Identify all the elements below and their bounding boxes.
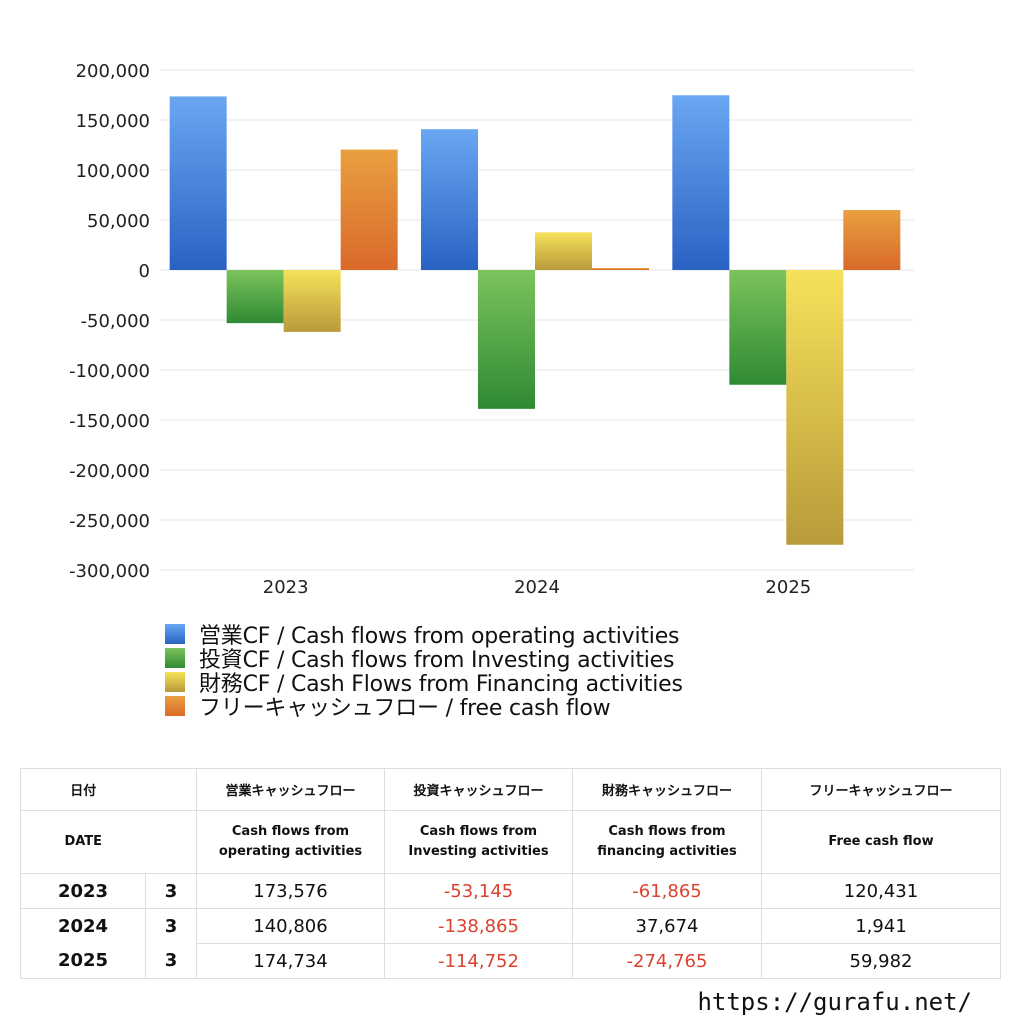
cash-flow-table: 日付 営業キャッシュフロー 投資キャッシュフロー 財務キャッシュフロー フリーキ… [20, 768, 1001, 979]
y-tick-label: -100,000 [69, 361, 150, 382]
y-tick-label: -50,000 [81, 311, 150, 332]
bar-2024-series-3 [535, 232, 592, 270]
row-free: 1,941 [761, 908, 1001, 944]
y-tick-label: 100,000 [76, 161, 150, 182]
row-month: 3 [145, 943, 197, 979]
header-financing-jp: 財務キャッシュフロー [572, 768, 762, 811]
y-tick-label: -250,000 [69, 511, 150, 532]
table-row: 2025 3 174,734 -114,752 -274,765 59,982 [20, 943, 1001, 979]
y-tick-label: 150,000 [76, 111, 150, 132]
row-year: 2023 [20, 873, 146, 909]
x-tick-label: 2023 [263, 577, 309, 598]
y-tick-label: 0 [139, 261, 150, 282]
header-financing-en-line2: financing activities [597, 844, 737, 859]
table-row: 2023 3 173,576 -53,145 -61,865 120,431 [20, 873, 1001, 909]
row-financing: -61,865 [572, 873, 762, 909]
legend-item-investing: 投資CF / Cash flows from Investing activit… [165, 646, 683, 673]
row-year: 2024 [20, 908, 146, 944]
chart-canvas: 200,000 150,000 100,000 50,000 0 -50,000 -100,… [69, 61, 914, 598]
legend-item-free: フリーキャッシュフロー / free cash flow [165, 694, 683, 721]
row-financing: 37,674 [572, 908, 762, 944]
y-tick-label: -150,000 [69, 411, 150, 432]
y-tick-label: 200,000 [76, 61, 150, 82]
bar-2024-series-4 [592, 268, 649, 270]
header-investing-jp: 投資キャッシュフロー [384, 768, 573, 811]
legend-item-operating: 営業CF / Cash flows from operating activit… [165, 622, 683, 649]
y-tick-label: -200,000 [69, 461, 150, 482]
legend-label-operating: 営業CF / Cash flows from operating activit… [199, 624, 680, 649]
row-operating: 173,576 [196, 873, 385, 909]
header-operating-jp: 営業キャッシュフロー [196, 768, 385, 811]
site-url[interactable]: https://gurafu.net/ [697, 988, 972, 1016]
row-month: 3 [145, 908, 197, 944]
header-free-en: Free cash flow [761, 810, 1001, 874]
x-tick-label: 2024 [514, 577, 560, 598]
legend-swatch-financing [165, 672, 185, 692]
x-tick-label: 2025 [765, 577, 811, 598]
chart-legend: 営業CF / Cash flows from operating activit… [165, 622, 683, 721]
row-investing: -53,145 [384, 873, 573, 909]
row-free: 59,982 [761, 943, 1001, 979]
header-operating-en-line2: operating activities [218, 844, 363, 859]
bar-2023-series-2 [226, 270, 284, 324]
legend-swatch-free [165, 696, 185, 716]
header-investing-en: Cash flows from Investing activities [384, 810, 573, 874]
bar-2023-series-3 [283, 270, 341, 332]
bar-2023-series-4 [340, 149, 398, 270]
row-month: 3 [145, 873, 197, 909]
table-header-row-en: DATE Cash flows from operating activitie… [20, 810, 1001, 874]
bar-2024-series-2 [478, 270, 535, 409]
header-operating-en: Cash flows from operating activities [196, 810, 385, 874]
table-header-row-jp: 日付 営業キャッシュフロー 投資キャッシュフロー 財務キャッシュフロー フリーキ… [20, 768, 1001, 811]
row-operating: 174,734 [196, 943, 385, 979]
row-operating: 140,806 [196, 908, 385, 944]
legend-label-investing: 投資CF / Cash flows from Investing activit… [199, 648, 675, 673]
legend-item-financing: 財務CF / Cash Flows from Financing activit… [165, 670, 683, 697]
header-financing-en-line1: Cash flows from [608, 824, 726, 839]
legend-label-free: フリーキャッシュフロー / free cash flow [199, 696, 611, 721]
bar-2024-series-1 [421, 129, 478, 270]
y-tick-label: -300,000 [69, 561, 150, 582]
header-date-en: DATE [20, 810, 146, 874]
row-year: 2025 [20, 943, 146, 979]
header-investing-en-line1: Cash flows from [419, 824, 538, 839]
row-financing: -274,765 [572, 943, 762, 979]
legend-swatch-investing [165, 648, 185, 668]
row-free: 120,431 [761, 873, 1001, 909]
cash-flow-chart: 200,000 150,000 100,000 50,000 0 -50,000 -100,… [0, 40, 1024, 610]
bar-2025-series-1 [672, 95, 730, 271]
legend-label-financing: 財務CF / Cash Flows from Financing activit… [199, 672, 683, 697]
header-date-jp: 日付 [20, 768, 146, 811]
header-operating-en-line1: Cash flows from [231, 824, 350, 839]
header-financing-en: Cash flows from financing activities [572, 810, 762, 874]
row-investing: -138,865 [384, 908, 573, 944]
header-investing-en-line2: Investing activities [408, 844, 549, 859]
table-row: 2024 3 140,806 -138,865 37,674 1,941 [20, 908, 1001, 944]
header-month-en [145, 810, 197, 874]
bar-2025-series-2 [729, 270, 787, 385]
legend-swatch-operating [165, 624, 185, 644]
header-month-jp [145, 768, 197, 811]
row-investing: -114,752 [384, 943, 573, 979]
header-free-jp: フリーキャッシュフロー [761, 768, 1001, 811]
bar-2025-series-3 [786, 270, 844, 545]
bar-2025-series-4 [843, 210, 901, 270]
bar-2023-series-1 [169, 96, 227, 270]
y-tick-label: 50,000 [87, 211, 150, 232]
